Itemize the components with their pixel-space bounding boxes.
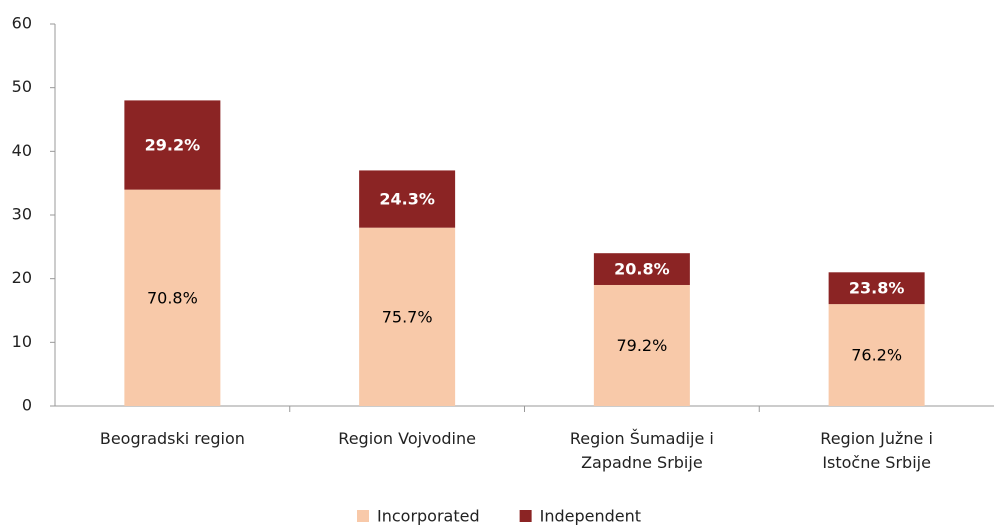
y-tick-label: 40 (12, 141, 32, 160)
data-label: 79.2% (616, 336, 667, 355)
x-tick-label: Region Južne i Istočne Srbije (820, 429, 933, 472)
x-tick-label: Region Vojvodine (338, 429, 476, 448)
bar-segment (593, 284, 690, 406)
y-tick-label: 0 (22, 396, 32, 415)
data-label: 23.8% (849, 279, 905, 298)
x-tick-label: Region Šumadije i Zapadne Srbije (570, 429, 714, 472)
x-tick-label-line: Region Šumadije i (570, 429, 714, 448)
bar-segment (359, 227, 456, 406)
data-label: 75.7% (382, 307, 433, 326)
data-label: 76.2% (851, 346, 902, 365)
bar-segment (593, 253, 690, 285)
y-tick-label: 10 (12, 332, 32, 351)
x-tick-label-line: Zapadne Srbije (581, 453, 703, 472)
y-tick-label: 30 (12, 205, 32, 224)
legend-swatch (519, 510, 532, 522)
data-label: 29.2% (145, 136, 201, 155)
legend-label: Incorporated (377, 507, 480, 526)
bar-segment (124, 189, 221, 406)
data-label: 70.8% (147, 288, 198, 307)
legend-swatch (357, 510, 369, 522)
y-tick-label: 20 (12, 268, 32, 287)
bar-segment (828, 304, 925, 406)
x-tick-label-line: Region Južne i (820, 429, 933, 448)
legend-label: Independent (540, 507, 641, 526)
bar-segment (124, 100, 221, 190)
x-tick-label-line: Region Vojvodine (338, 429, 476, 448)
y-tick-label: 60 (12, 14, 32, 33)
data-label: 20.8% (614, 260, 670, 279)
bar-segment (828, 272, 925, 305)
x-tick-label-line: Istočne Srbije (822, 453, 931, 472)
bar-segment (359, 170, 456, 228)
data-label: 24.3% (379, 190, 435, 209)
y-tick-label: 50 (12, 77, 32, 96)
x-tick-label: Beogradski region (100, 429, 245, 448)
x-tick-label-line: Beogradski region (100, 429, 245, 448)
